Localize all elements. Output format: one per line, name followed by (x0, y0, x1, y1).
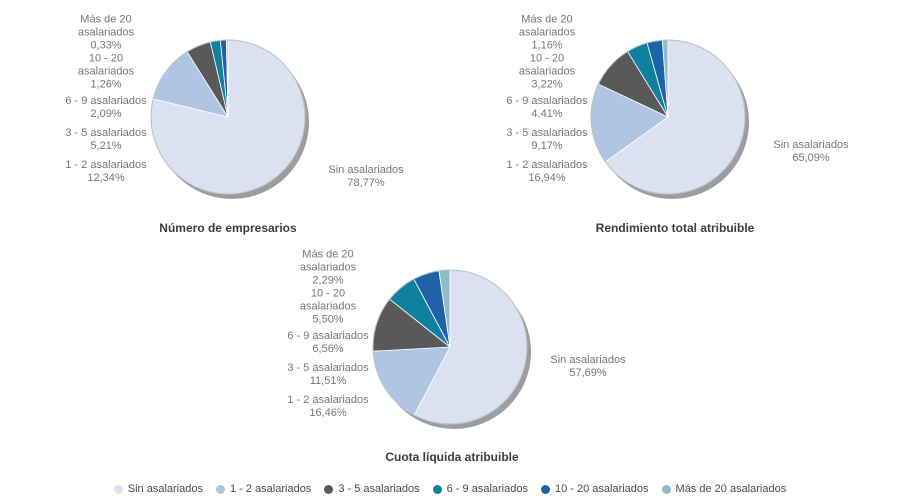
chart-title-rendimiento-total-atribuible: Rendimiento total atribuible (595, 221, 755, 235)
pie-label-line: 3 - 5 asalariados (65, 127, 147, 139)
legend-label: 1 - 2 asalariados (229, 483, 312, 495)
pie-label-line: asalariados (299, 261, 357, 274)
pie-slice-label: Sin asalariados 65,09% (773, 139, 848, 165)
pie-slice-label: 6 - 9 asalariados 6,56% (287, 330, 368, 356)
pie-label-line: 12,34% (87, 172, 125, 184)
pie-label-line: asalariados (77, 65, 135, 78)
pie-label-line: Más de 20 (80, 13, 132, 26)
pie-slice-label: 1 - 2 asalariados 16,46% (287, 394, 368, 420)
pie-label-line: 1,16% (531, 39, 563, 52)
pie-label-line: Más de 20 (302, 248, 354, 261)
pie-slice-label: 3 - 5 asalariados 9,17% (506, 127, 587, 153)
pie-label-line: 6,56% (312, 343, 344, 355)
legend-label: Más de 20 asalariados (675, 483, 787, 495)
pie-label-line: 4,41% (531, 108, 563, 120)
pie-rim (372, 269, 528, 425)
pie-slice-label: Más de 20 asalariados 1,16% (519, 14, 575, 53)
pie-label-line: asalariados (77, 26, 135, 39)
pie-slice-label: 10 - 20 asalariados 3,22% (519, 53, 575, 92)
pie-label-line: 3 - 5 asalariados (287, 362, 369, 374)
pie-label-line: 1 - 2 asalariados (65, 159, 147, 171)
pie-slice-label: 10 - 20 asalariados 5,50% (300, 288, 356, 327)
legend-dot-6-9-asalariados (432, 484, 442, 494)
pie-label-line: 5,50% (312, 313, 344, 326)
legend-dot-10-20-asalariados (540, 484, 550, 494)
pie-label-line: asalariados (518, 65, 576, 78)
pie-label-line: asalariados (299, 300, 357, 313)
legend-dot-1-2-asalariados (215, 484, 225, 494)
pie-slice-label: 1 - 2 asalariados 12,34% (65, 159, 146, 185)
pie-slice-label: Sin asalariados 57,69% (550, 354, 625, 380)
pie-label-line: asalariados (518, 26, 576, 39)
pie-label-line: Sin asalariados (773, 139, 849, 151)
legend-dot-mas-de-20-asalariados (661, 484, 671, 494)
legend-label: 10 - 20 asalariados (554, 483, 649, 495)
legend-label: 6 - 9 asalariados (446, 483, 528, 495)
pie-slice-label: 10 - 20 asalariados 1,26% (78, 53, 134, 92)
pie-label-line: Sin asalariados (550, 354, 626, 366)
pie-label-line: 6 - 9 asalariados (506, 95, 588, 107)
pie-label-line: 10 - 20 (88, 52, 124, 65)
pie-label-line: 2,09% (90, 108, 122, 120)
pie-label-line: 9,17% (531, 140, 563, 152)
pie-label-line: 1 - 2 asalariados (506, 159, 588, 171)
pie-rim (150, 39, 306, 195)
pie-label-line: Más de 20 (521, 13, 573, 26)
pie-label-line: 10 - 20 (529, 52, 565, 65)
chart-title-numero-de-empresarios: Número de empresarios (159, 221, 297, 235)
pie-label-line: 10 - 20 (310, 287, 346, 300)
pie-slice-label: Sin asalariados 78,77% (328, 164, 403, 190)
pie-label-line: 0,33% (90, 39, 122, 52)
pie-label-line: 3 - 5 asalariados (506, 127, 588, 139)
legend-item-6-9-asalariados: 6 - 9 asalariados (432, 483, 528, 495)
pie-label-line: 16,46% (309, 407, 347, 419)
pie-label-line: 65,09% (792, 152, 830, 164)
legend-dot-3-5-asalariados (324, 484, 334, 494)
pie-slice-label: Más de 20 asalariados 0,33% (78, 14, 134, 53)
pie-slice-label: 3 - 5 asalariados 11,51% (287, 362, 368, 388)
pie-label-line: 57,69% (569, 367, 607, 379)
legend-label: Sin asalariados (127, 483, 203, 495)
pie-label-line: 6 - 9 asalariados (65, 95, 147, 107)
pie-label-line: 6 - 9 asalariados (287, 330, 369, 342)
legend-item-3-5-asalariados: 3 - 5 asalariados (324, 483, 420, 495)
legend: Sin asalariados 1 - 2 asalariados 3 - 5 … (0, 483, 900, 495)
pie-label-line: 3,22% (531, 78, 563, 91)
pie-slice-label: Más de 20 asalariados 2,29% (300, 249, 356, 288)
pie-slice-label: 3 - 5 asalariados 5,21% (65, 127, 146, 153)
pie-label-line: 5,21% (90, 140, 122, 152)
legend-item-1-2-asalariados: 1 - 2 asalariados (215, 483, 312, 495)
pie-label-line: 78,77% (347, 177, 385, 189)
pie-label-line: 2,29% (312, 274, 344, 287)
pie-label-line: 1,26% (90, 78, 122, 91)
pie-slice-label: 6 - 9 asalariados 4,41% (506, 95, 587, 121)
chart-title-cuota-liquida-atribuible: Cuota líquida atribuible (385, 450, 519, 464)
pie-label-line: Sin asalariados (328, 164, 404, 176)
legend-label: 3 - 5 asalariados (338, 483, 420, 495)
legend-item-sin-asalariados: Sin asalariados (113, 483, 203, 495)
legend-item-mas-de-20-asalariados: Más de 20 asalariados (661, 483, 787, 495)
legend-dot-sin-asalariados (113, 484, 123, 494)
pie-slice-label: 1 - 2 asalariados 16,94% (506, 159, 587, 185)
legend-item-10-20-asalariados: 10 - 20 asalariados (540, 483, 649, 495)
pie-label-line: 11,51% (309, 375, 347, 387)
pie-label-line: 1 - 2 asalariados (287, 394, 369, 406)
pie-slice-label: 6 - 9 asalariados 2,09% (65, 95, 146, 121)
pie-label-line: 16,94% (528, 172, 566, 184)
pie-rim (590, 39, 746, 195)
